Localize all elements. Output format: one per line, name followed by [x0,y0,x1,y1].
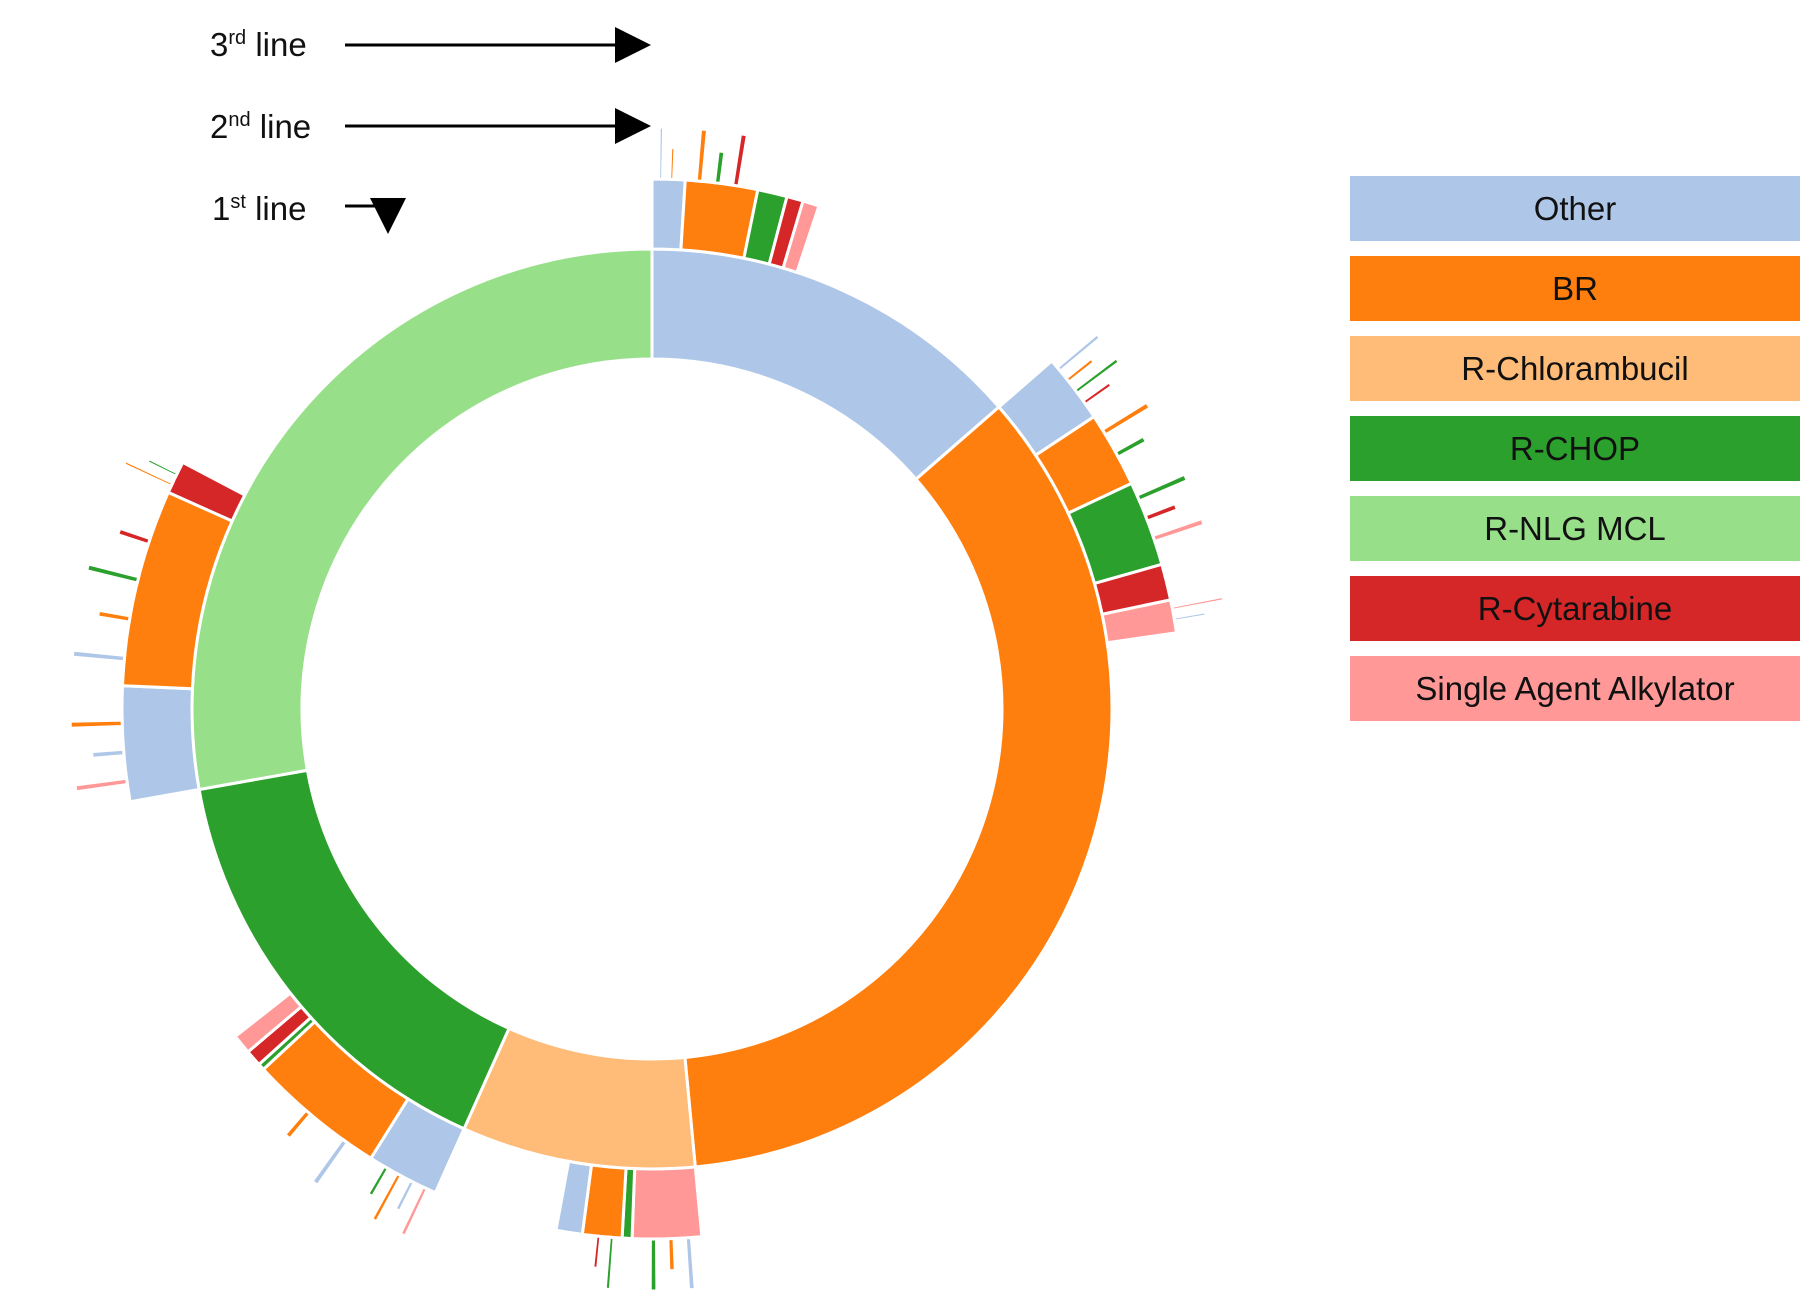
first-line-ring [190,247,1114,1171]
third-line-arc-r-chop-r-cytarabine [1143,501,1180,524]
third-line-arc-other-r-chop [1072,355,1122,396]
third-line-arc-r-cytarabine-other [1164,568,1220,588]
third-line-arc-br-br [95,608,132,624]
third-line-arc-r-cytarabine-r-cytarabine [228,1057,258,1084]
third-line-arc-r-chop-r-chop [759,137,777,193]
legend-item-r-nlg-mcl: R-NLG MCL [1350,496,1800,561]
third-line-arc-other-br [68,718,124,730]
third-line-arc-single-agent-alkylator-other [1172,610,1208,623]
third-line-arc-other-single-agent-alkylator [562,1230,574,1267]
third-line-arc-r-chop-r-cytarabine [765,158,779,194]
third-line-arc-br-br [1100,400,1153,438]
third-line-arc-single-agent-alkylator-other [807,170,823,206]
third-line-arc-r-cytarabine-r-cytarabine [1161,552,1216,573]
third-line-arc-other-other [552,1229,567,1285]
second-line-arc-r-chlorambucil-other [554,1159,594,1237]
legend-item-other: Other [1350,176,1800,241]
third-line-arc-single-agent-alkylator-br [811,152,833,207]
legend-item-r-chlorambucil: R-Chlorambucil [1350,336,1800,401]
third-line-arc-single-agent-alkylator-r-chop [648,1237,659,1293]
first-line-arc-r-nlg-mcl [190,247,654,792]
third-line-arc-br-r-chop [603,1235,616,1292]
sunburst-chart: 1st line 2nd line 3rd line [68,26,1226,1293]
third-line-arc-br-other [309,1137,350,1188]
third-line-arc-single-agent-alkylator-single-agent-alkylator [212,1039,244,1067]
third-line-arc-r-cytarabine-r-chop [145,456,180,479]
third-line-arc-other-other [393,1178,417,1214]
legend-item-single-agent-alkylator: Single Agent Alkylator [1350,656,1800,721]
third-line-arc-br-r-chop [84,562,141,585]
third-line-arc-r-chop-r-chop [1134,472,1190,503]
third-line-arc-other-single-agent-alkylator [398,1184,430,1239]
third-line-arc-single-agent-alkylator-other [683,1235,697,1292]
first-line-arc-other [650,247,1002,482]
third-line-arc-r-cytarabine-br [1166,580,1203,595]
third-line-arc-other-r-chop [365,1164,391,1199]
third-line-arc-r-chop-single-agent-alkylator [1150,516,1207,544]
third-line-arc-other-other [1055,331,1103,374]
third-line-arc-r-cytarabine-br [121,458,175,489]
second-line-ring [120,177,1179,1241]
third-line-arc-r-cytarabine-single-agent-alkylator [211,1055,256,1095]
third-line-arc-r-cytarabine-single-agent-alkylator [793,166,809,202]
third-line-arc-r-cytarabine-other [223,1052,254,1079]
legend-item-r-chop: R-CHOP [1350,416,1800,481]
third-line-arc-r-cytarabine-single-agent-alkylator [1163,565,1199,580]
third-line-arc-single-agent-alkylator-single-agent-alkylator [803,150,824,204]
third-line-arc-other-r-cytarabine [1080,379,1115,407]
third-line-arc-br-br [694,127,710,184]
third-line-arc-br-r-cytarabine [591,1234,603,1271]
third-line-ring [68,125,1226,1293]
third-line-arc-r-chop-single-agent-alkylator [771,140,789,196]
third-line-arc-single-agent-alkylator-br [666,1236,677,1273]
third-line-arc-br-r-cytarabine [115,526,153,547]
third-line-arc-other-single-agent-alkylator [73,776,130,794]
third-line-arc-br-other [70,648,127,664]
legend: Other BR R-Chlorambucil R-CHOP R-NLG MCL R-Cy… [1350,176,1800,736]
line-label-1: 1st line [212,190,306,227]
second-line-arc-r-chlorambucil-single-agent-alkylator [630,1165,704,1241]
third-line-arc-other-other [90,747,126,760]
third-line-arc-br-r-chop [712,149,727,186]
third-line-arc-other-r-cytarabine [566,1231,581,1288]
line-labels: 1st line 2nd line 3rd line [210,26,651,234]
third-line-arc-r-cytarabine-r-cytarabine [788,145,808,200]
third-line-arc-br-r-cytarabine [730,132,750,188]
first-line-arc-br [683,404,1114,1169]
third-line-arc-r-chop-other [777,161,791,197]
third-line-arc-r-chop-single-agent-alkylator [620,1236,627,1272]
third-line-arc-other-br [668,145,677,182]
line-label-2: 2nd line [210,108,311,145]
legend-item-br: BR [1350,256,1800,321]
third-line-arc-br-br [282,1108,313,1141]
third-line-arc-br-r-chop [1113,433,1149,460]
third-line-arc-r-chop-r-cytarabine [219,1063,263,1104]
legend-item-r-cytarabine: R-Cytarabine [1350,576,1800,641]
third-line-arc-single-agent-alkylator-r-cytarabine [201,1044,248,1085]
third-line-arc-other-br [1063,356,1097,385]
third-line-arc-single-agent-alkylator-single-agent-alkylator [1170,594,1226,612]
line-label-3: 3rd line [210,26,307,63]
second-line-arc-r-nlg-mcl-other [120,684,201,804]
third-line-arc-other-br [369,1171,404,1224]
line-arrow-1 [345,198,406,234]
third-line-arc-other-other [657,125,666,181]
third-line-arc-r-cytarabine-r-chop [215,1059,260,1100]
